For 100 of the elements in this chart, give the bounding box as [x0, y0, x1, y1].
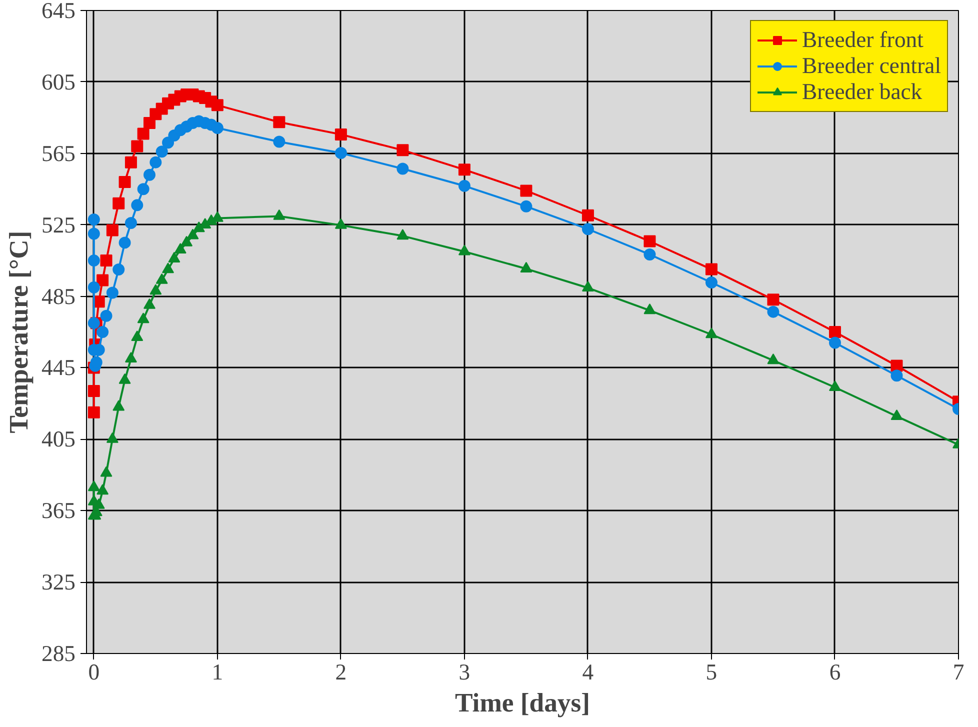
point — [767, 294, 780, 306]
y-tick-label: 405 — [42, 426, 76, 452]
point — [88, 317, 100, 330]
point — [156, 146, 168, 158]
point — [458, 244, 470, 256]
point — [124, 217, 137, 230]
point — [767, 306, 780, 318]
point — [705, 328, 718, 338]
point — [100, 254, 112, 267]
point — [334, 128, 347, 140]
point — [118, 176, 131, 188]
point — [88, 406, 100, 418]
point — [396, 162, 409, 175]
x-tick-label: 1 — [212, 660, 224, 684]
x-tick-label: 2 — [335, 660, 347, 684]
x-tick-label: 0 — [88, 660, 100, 684]
point — [131, 199, 144, 212]
legend-label: Breeder back — [802, 79, 922, 105]
point — [211, 99, 224, 112]
point — [396, 144, 409, 156]
point — [96, 326, 109, 338]
x-tick-label: 6 — [829, 660, 841, 684]
y-tick-label: 605 — [42, 69, 76, 94]
point — [211, 122, 224, 134]
y-tick-label: 485 — [42, 284, 76, 309]
point — [96, 484, 109, 495]
point — [767, 354, 780, 364]
point — [180, 236, 193, 246]
point — [520, 200, 532, 212]
x-tick-label: 4 — [582, 660, 594, 684]
point — [396, 229, 409, 240]
point — [156, 273, 168, 284]
y-tick-label: 325 — [42, 570, 76, 595]
point — [520, 184, 532, 197]
point — [828, 380, 841, 392]
x-tick-label: 3 — [458, 660, 470, 684]
point — [334, 147, 347, 160]
point — [186, 228, 199, 240]
legend-label: Breeder central — [802, 53, 941, 79]
point — [174, 242, 186, 254]
point — [88, 384, 100, 397]
y-tick-label: 525 — [42, 212, 76, 238]
point — [88, 254, 100, 267]
point — [273, 136, 286, 148]
x-tick-label: 5 — [706, 660, 718, 684]
point — [582, 209, 594, 222]
y-tick-label: 285 — [42, 641, 76, 666]
point — [458, 180, 470, 192]
point — [890, 409, 903, 420]
point — [137, 312, 150, 324]
point — [100, 310, 112, 322]
point — [106, 432, 118, 443]
point — [106, 286, 118, 299]
point — [273, 209, 286, 220]
x-tick-label: 7 — [952, 660, 964, 684]
point — [118, 236, 131, 249]
point — [150, 284, 162, 295]
point — [520, 262, 532, 272]
point — [890, 370, 903, 382]
point — [705, 263, 718, 276]
point — [273, 116, 286, 128]
legend-label: Breeder front — [802, 27, 924, 53]
y-tick-label: 645 — [42, 0, 76, 23]
point — [124, 352, 137, 362]
point — [137, 183, 150, 196]
point — [334, 218, 347, 229]
point — [644, 304, 656, 314]
point — [112, 400, 125, 411]
y-tick-label: 365 — [42, 498, 76, 524]
point — [131, 330, 144, 342]
point — [137, 128, 150, 140]
point — [644, 248, 656, 260]
y-axis-title: Temperature [°C] — [4, 230, 34, 434]
point — [100, 466, 112, 477]
point — [828, 326, 841, 338]
point — [88, 281, 100, 294]
point — [828, 336, 841, 349]
point — [88, 480, 100, 492]
point — [644, 235, 656, 248]
y-tick-label: 445 — [42, 355, 76, 380]
point — [88, 213, 100, 226]
point — [88, 228, 100, 240]
point — [582, 223, 594, 236]
point — [582, 281, 594, 292]
point — [458, 164, 470, 176]
x-axis-title: Time [days] — [454, 688, 590, 718]
point — [96, 274, 109, 286]
point — [143, 168, 156, 181]
point — [162, 262, 174, 274]
point — [150, 156, 162, 168]
point — [112, 197, 125, 210]
point — [705, 276, 718, 289]
point — [124, 156, 137, 168]
point — [112, 263, 125, 276]
point — [106, 224, 118, 236]
point — [131, 140, 144, 152]
point — [143, 298, 156, 309]
y-tick-label: 565 — [42, 140, 76, 166]
point — [168, 252, 180, 262]
point — [118, 373, 131, 384]
